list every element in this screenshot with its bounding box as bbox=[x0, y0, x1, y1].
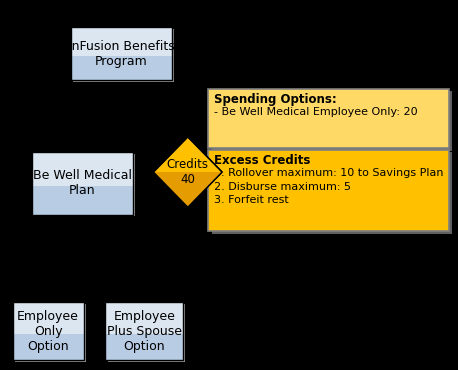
FancyBboxPatch shape bbox=[71, 27, 172, 81]
Text: Be Well Medical
Plan: Be Well Medical Plan bbox=[33, 169, 132, 197]
FancyBboxPatch shape bbox=[208, 89, 449, 148]
FancyBboxPatch shape bbox=[71, 56, 172, 81]
FancyBboxPatch shape bbox=[212, 152, 452, 234]
Polygon shape bbox=[153, 137, 222, 207]
FancyBboxPatch shape bbox=[12, 303, 83, 360]
Polygon shape bbox=[153, 172, 222, 207]
FancyBboxPatch shape bbox=[15, 304, 86, 362]
FancyBboxPatch shape bbox=[32, 186, 133, 215]
Text: Spending Options:: Spending Options: bbox=[214, 93, 337, 106]
FancyBboxPatch shape bbox=[108, 304, 185, 362]
FancyBboxPatch shape bbox=[12, 334, 83, 360]
Text: Employee
Plus Spouse
Option: Employee Plus Spouse Option bbox=[107, 310, 182, 353]
FancyBboxPatch shape bbox=[105, 303, 183, 360]
FancyBboxPatch shape bbox=[105, 334, 183, 360]
Text: InFusion Benefits
Program: InFusion Benefits Program bbox=[68, 40, 175, 68]
Text: 1. Rollover maximum: 10 to Savings Plan
2. Disburse maximum: 5
3. Forfeit rest: 1. Rollover maximum: 10 to Savings Plan … bbox=[214, 168, 443, 205]
Text: - Be Well Medical Employee Only: 20: - Be Well Medical Employee Only: 20 bbox=[214, 107, 418, 117]
Text: Excess Credits: Excess Credits bbox=[214, 154, 310, 167]
Text: Employee
Only
Option: Employee Only Option bbox=[17, 310, 79, 353]
FancyBboxPatch shape bbox=[73, 29, 174, 82]
FancyBboxPatch shape bbox=[208, 150, 449, 231]
FancyBboxPatch shape bbox=[34, 154, 135, 216]
Text: Credits
40: Credits 40 bbox=[167, 158, 209, 186]
FancyBboxPatch shape bbox=[212, 91, 452, 151]
FancyBboxPatch shape bbox=[32, 152, 133, 215]
